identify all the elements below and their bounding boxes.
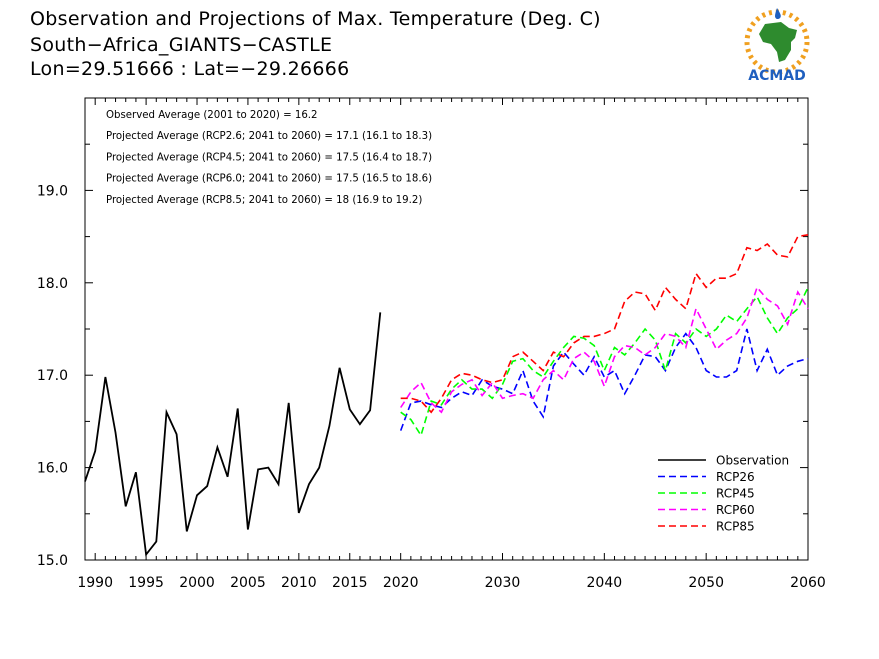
logo-text: ACMAD [748, 68, 806, 84]
x-tick-label: 2050 [688, 575, 724, 591]
average-annotation: Projected Average (RCP6.0; 2041 to 2060)… [106, 174, 432, 185]
water-drop-icon [775, 8, 781, 20]
x-tick-label: 2015 [332, 575, 368, 591]
x-tick-label: 2005 [230, 575, 266, 591]
axis-ticks: 15.0 16.0 17.0 18.0 19.0 1990 1995 2000 2005 2010… [37, 97, 826, 591]
y-tick-label: 15.0 [37, 553, 68, 569]
y-tick-label: 18.0 [37, 276, 68, 292]
x-tick-label: 2020 [383, 575, 419, 591]
annotations: Observed Average (2001 to 2020) = 16.2 Pr… [106, 110, 432, 206]
x-tick-label: 2010 [281, 575, 317, 591]
average-annotation: Projected Average (RCP4.5; 2041 to 2060)… [106, 152, 432, 163]
acmad-logo: ACMAD [744, 8, 810, 84]
legend-label-rcp60: RCP60 [716, 503, 755, 517]
legend-label-rcp85: RCP85 [716, 520, 755, 534]
chart-subtitle-coordinates: Lon=29.51666 : Lat=−29.26666 [30, 58, 350, 80]
series-line-rcp26 [399, 328, 809, 431]
series-line-rcp60 [400, 285, 809, 414]
legend-label-rcp26: RCP26 [716, 470, 755, 484]
y-tick-label: 16.0 [37, 461, 68, 477]
x-tick-label: 1995 [128, 575, 164, 591]
series-line-rcp45 [400, 287, 809, 438]
series-line-observation [84, 312, 382, 557]
series-layer [84, 234, 809, 557]
average-annotation: Projected Average (RCP8.5; 2041 to 2060)… [106, 195, 422, 206]
chart-subtitle-location: South−Africa_GIANTS−CASTLE [30, 34, 333, 56]
legend-label-rcp45: RCP45 [716, 487, 755, 501]
x-tick-label: 2030 [485, 575, 521, 591]
average-annotation: Projected Average (RCP2.6; 2041 to 2060)… [106, 131, 432, 142]
x-tick-label: 2060 [790, 575, 826, 591]
series-line-rcp85 [400, 234, 809, 414]
legend: Observation RCP26 RCP45 RCP60 RCP85 [658, 454, 789, 534]
africa-map-icon [759, 22, 797, 62]
plot-frame [84, 97, 809, 561]
y-tick-label: 17.0 [37, 368, 68, 384]
legend-label-observation: Observation [716, 454, 789, 468]
x-tick-label: 1990 [77, 575, 113, 591]
average-annotation: Observed Average (2001 to 2020) = 16.2 [106, 110, 318, 121]
y-tick-label: 19.0 [37, 183, 68, 199]
x-tick-label: 2000 [179, 575, 215, 591]
chart-title: Observation and Projections of Max. Temp… [30, 8, 601, 30]
x-tick-label: 2040 [587, 575, 623, 591]
